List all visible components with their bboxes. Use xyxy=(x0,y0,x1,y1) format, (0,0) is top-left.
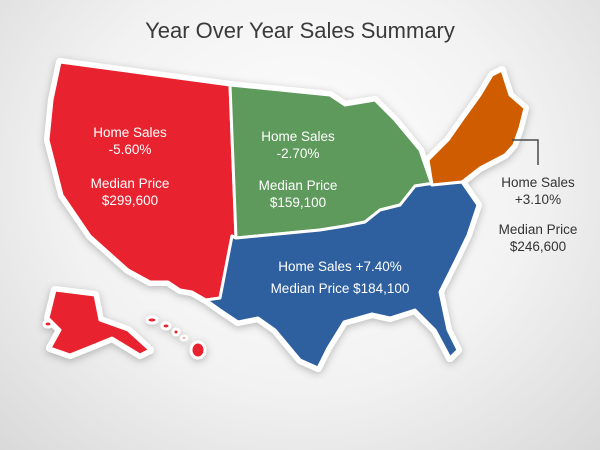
south-home-sales-change: +7.40% xyxy=(355,259,402,274)
south-median-price-label: Median Price xyxy=(270,281,350,296)
alaska-shape xyxy=(46,288,152,357)
northeast-home-sales-change: +3.10% xyxy=(514,192,562,207)
south-median-price: Median Price $184,100 xyxy=(255,278,425,300)
hawaii-shape xyxy=(42,315,207,360)
midwest-median-price-label: Median Price xyxy=(258,178,338,193)
south-home-sales-label: Home Sales xyxy=(278,259,352,274)
midwest-median-price: $159,100 xyxy=(269,195,327,210)
midwest-label: Home Sales -2.70% Median Price $159,100 xyxy=(248,128,348,211)
midwest-home-sales-change: -2.70% xyxy=(276,146,320,161)
south-label: Home Sales +7.40% Median Price $184,100 xyxy=(255,256,425,300)
west-median-price-label: Median Price xyxy=(90,176,170,191)
west-label: Home Sales -5.60% Median Price $299,600 xyxy=(80,124,180,209)
west-median-price: $299,600 xyxy=(101,193,159,208)
map-title: Year Over Year Sales Summary xyxy=(145,18,455,43)
northeast-label: Home Sales +3.10% Median Price $246,600 xyxy=(490,174,586,255)
west-home-sales-change: -5.60% xyxy=(108,142,152,157)
south-home-sales: Home Sales +7.40% xyxy=(255,256,425,278)
northeast-home-sales-label: Home Sales xyxy=(501,175,575,190)
south-median-price-value: $184,100 xyxy=(353,281,410,296)
northeast-callout-line xyxy=(512,139,539,165)
west-home-sales-label: Home Sales xyxy=(93,125,167,140)
region-south[interactable] xyxy=(204,180,480,370)
region-northeast[interactable] xyxy=(426,68,527,187)
northeast-median-price: $246,600 xyxy=(509,239,567,254)
northeast-median-price-label: Median Price xyxy=(498,222,578,237)
midwest-home-sales-label: Home Sales xyxy=(261,129,335,144)
